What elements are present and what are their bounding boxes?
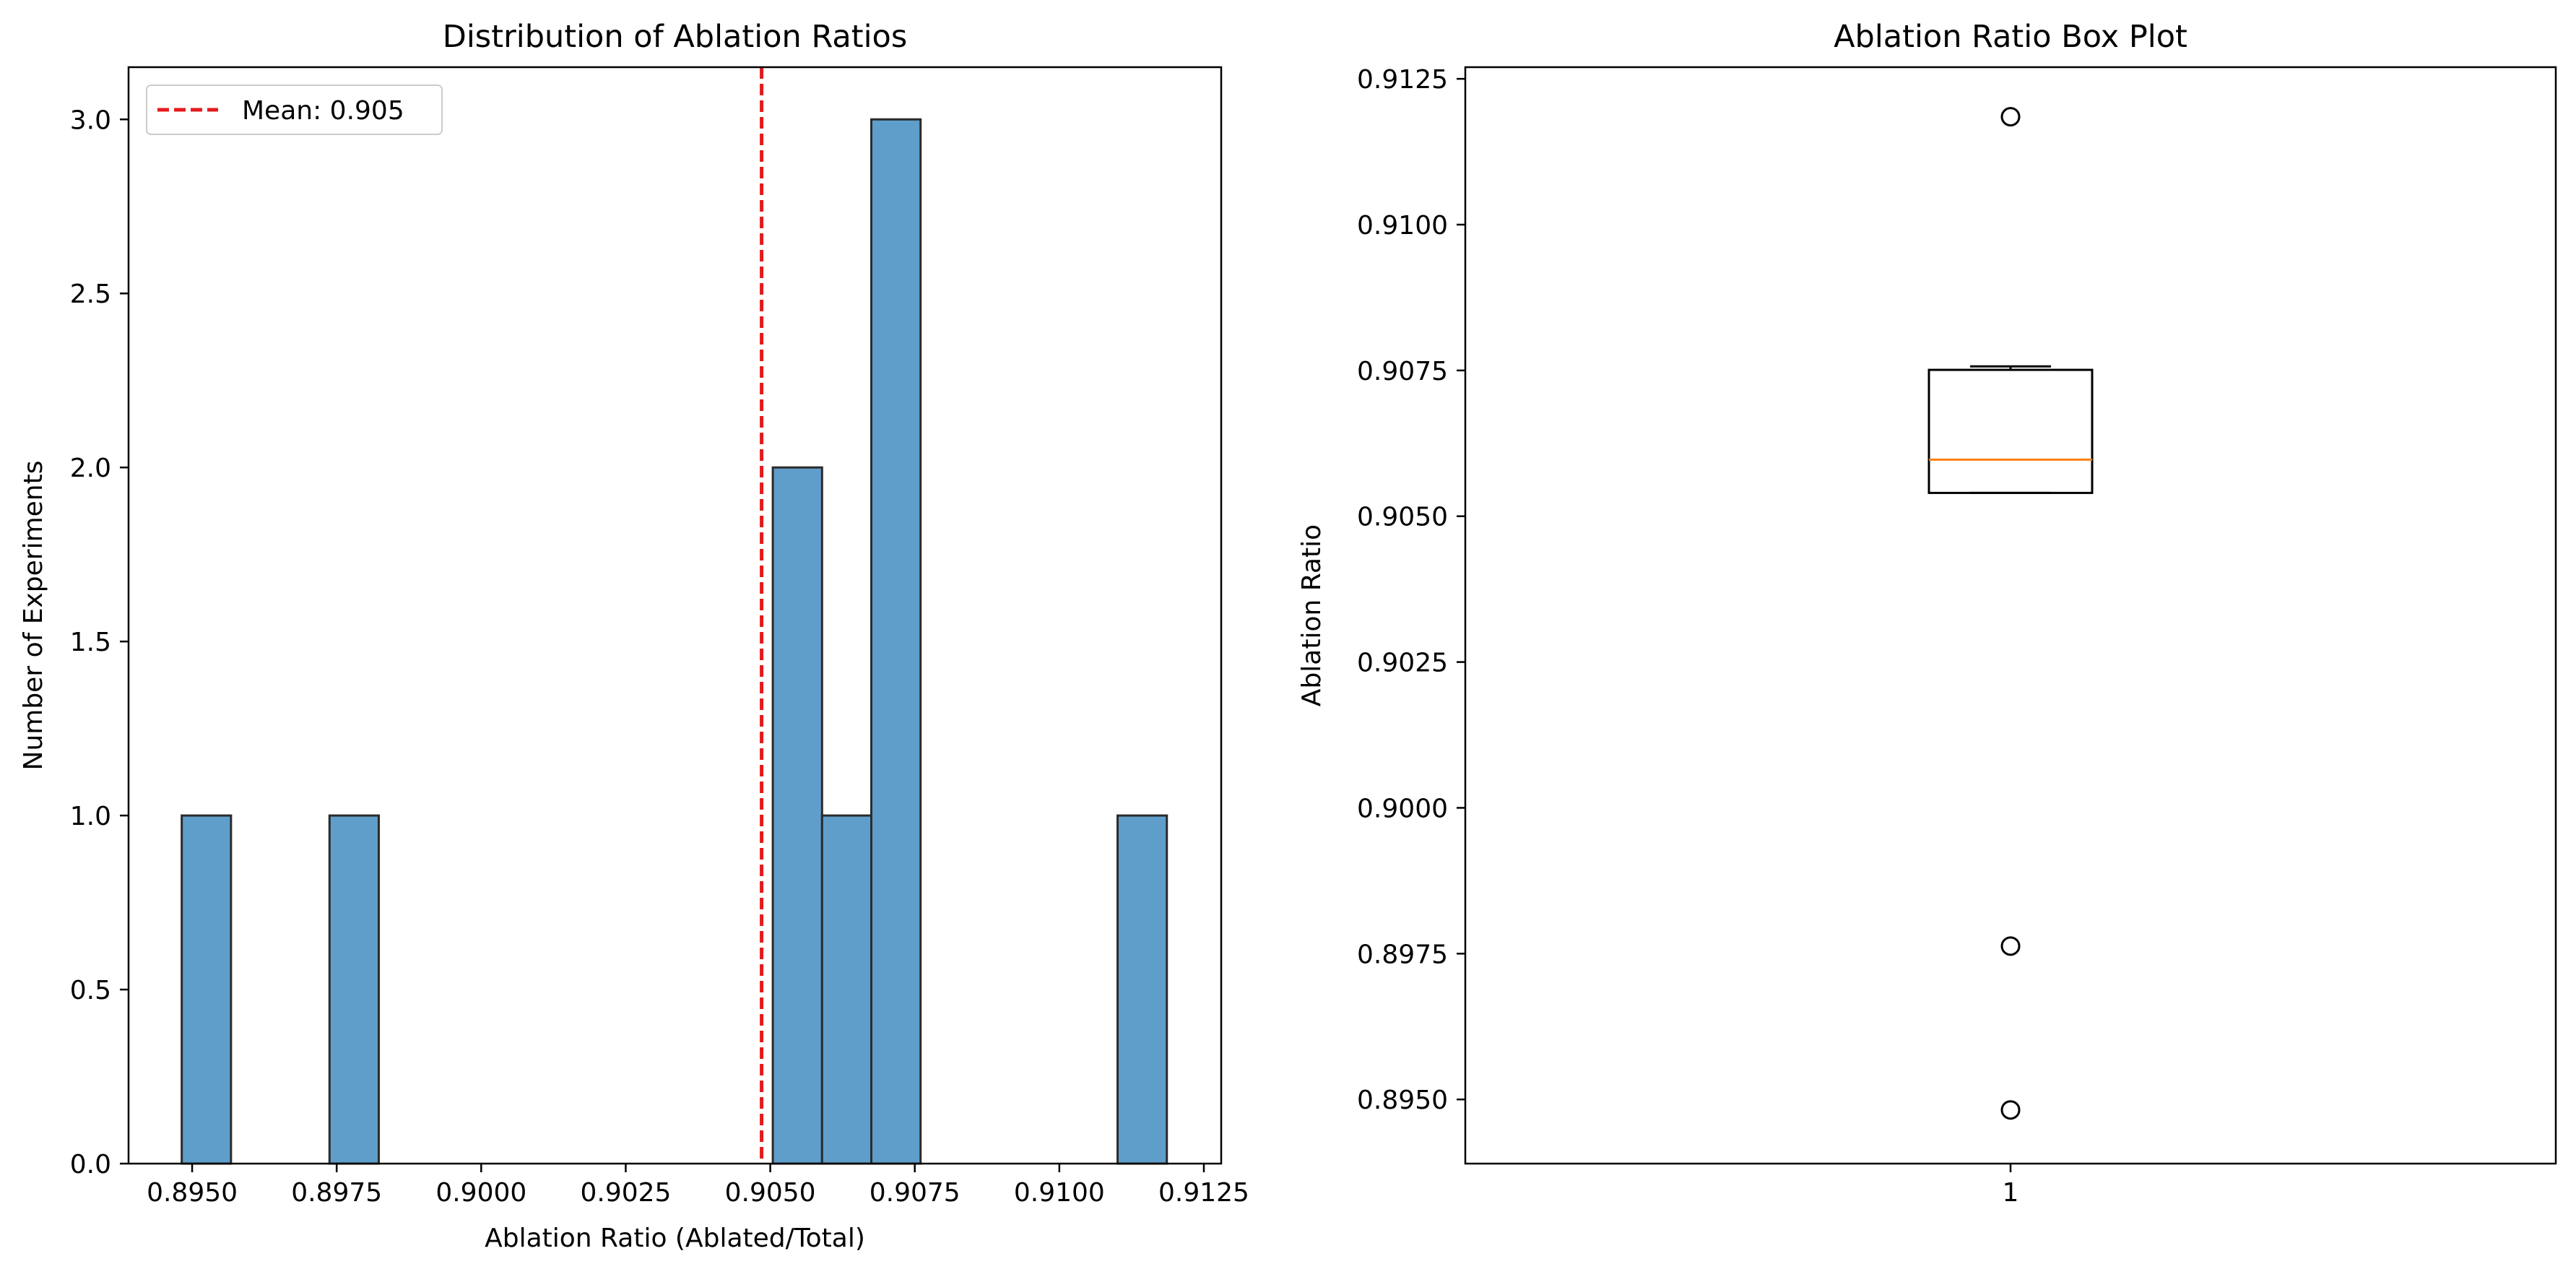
x-tick-label: 0.9075: [869, 1178, 960, 1208]
y-tick-label: 0.9125: [1357, 65, 1448, 95]
y-tick-label: 0.9025: [1357, 649, 1448, 678]
y-tick-label: 0.5: [70, 976, 111, 1005]
x-tick-label: 0.8950: [147, 1178, 238, 1208]
histogram-x-axis-label: Ablation Ratio (Ablated/Total): [485, 1224, 865, 1253]
histogram-y-ticks: 0.0 0.5 1.0 1.5 2.0 2.5 3.0: [70, 105, 129, 1179]
histogram-bar: [328, 814, 380, 1165]
histogram-bar: [870, 118, 922, 1165]
y-tick-label: 0.9050: [1357, 503, 1448, 532]
histogram-panel: Distribution of Ablation Ratios 0.8950 0.…: [19, 19, 1249, 1253]
y-tick-label: 2.0: [70, 454, 111, 483]
outlier-point: [2000, 936, 2021, 956]
y-tick-label: 0.0: [70, 1150, 111, 1179]
box-iqr: [1927, 368, 2094, 494]
histogram-bar: [181, 814, 233, 1165]
y-tick-label: 1.5: [70, 628, 111, 657]
histogram-y-axis-label: Number of Experiments: [19, 461, 48, 771]
boxplot-title: Ablation Ratio Box Plot: [1834, 19, 2187, 55]
y-tick-label: 0.9000: [1357, 794, 1448, 823]
outlier-point: [2000, 107, 2021, 127]
y-tick-label: 2.5: [70, 280, 111, 309]
y-tick-label: 0.9100: [1357, 211, 1448, 241]
histogram-bars: [181, 118, 1168, 1165]
boxplot-y-axis-label: Ablation Ratio: [1297, 524, 1327, 706]
outlier-point: [2000, 1100, 2021, 1120]
x-tick-label: 0.8975: [291, 1178, 382, 1208]
x-tick-label: 0.9000: [435, 1178, 526, 1208]
boxplot-x-ticks: 1: [2003, 1164, 2019, 1208]
y-tick-label: 1.0: [70, 802, 111, 831]
x-tick-label: 0.9050: [725, 1178, 816, 1208]
histogram-frame: [127, 66, 1223, 1165]
legend-mean-label: Mean: 0.905: [242, 96, 404, 126]
boxplot-marks: [1927, 107, 2094, 1120]
histogram-bar: [1116, 814, 1168, 1165]
boxplot-panel: Ablation Ratio Box Plot 1 0.89500.89750.…: [1297, 19, 2557, 1208]
boxplot-y-ticks: 0.8950 0.8975 0.9000 0.9025 0.9050 0.9075 0.91…: [1357, 65, 1465, 1115]
y-tick-label: 3.0: [70, 105, 111, 135]
legend: Mean: 0.905: [146, 85, 443, 135]
y-tick-label: 0.9075: [1357, 357, 1448, 386]
x-tick-label: 0.9125: [1158, 1178, 1249, 1208]
histogram-bar: [820, 814, 873, 1165]
x-tick-label: 0.9025: [580, 1178, 671, 1208]
histogram-title: Distribution of Ablation Ratios: [443, 19, 908, 55]
x-tick-label: 1: [2003, 1178, 2019, 1208]
x-tick-label: 0.9100: [1014, 1178, 1105, 1208]
histogram-x-ticks: 0.8950 0.8975 0.9000 0.9025 0.9050 0.9075 0.91…: [147, 1164, 1249, 1208]
y-tick-label: 0.8950: [1357, 1086, 1448, 1115]
histogram-bar: [771, 466, 823, 1165]
legend-box: [146, 85, 443, 135]
y-tick-label: 0.8975: [1357, 940, 1448, 969]
